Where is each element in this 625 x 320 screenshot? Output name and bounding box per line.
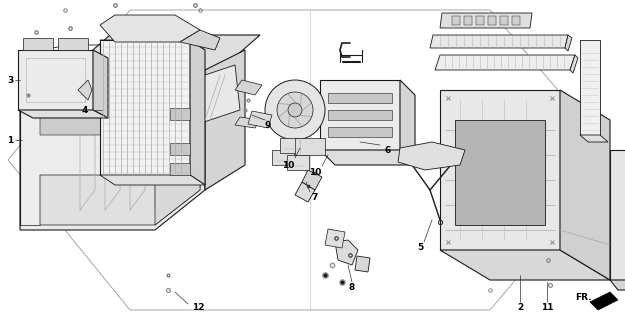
- Polygon shape: [23, 38, 53, 50]
- Polygon shape: [464, 16, 472, 25]
- Polygon shape: [18, 110, 108, 118]
- Polygon shape: [610, 150, 625, 280]
- Polygon shape: [155, 75, 200, 225]
- Polygon shape: [170, 163, 190, 175]
- Circle shape: [288, 103, 302, 117]
- Polygon shape: [320, 150, 415, 165]
- Text: FR.: FR.: [575, 293, 591, 302]
- Circle shape: [265, 80, 325, 140]
- Polygon shape: [170, 143, 190, 155]
- Polygon shape: [398, 142, 465, 170]
- Text: 10: 10: [282, 161, 294, 170]
- Polygon shape: [452, 16, 460, 25]
- Polygon shape: [580, 40, 600, 135]
- Polygon shape: [235, 117, 260, 128]
- Text: 4: 4: [82, 106, 88, 115]
- Polygon shape: [295, 182, 315, 202]
- Polygon shape: [40, 115, 195, 135]
- Polygon shape: [18, 50, 93, 110]
- Polygon shape: [58, 38, 88, 50]
- Polygon shape: [205, 50, 245, 190]
- Text: 5: 5: [417, 244, 423, 252]
- Polygon shape: [100, 40, 190, 175]
- Polygon shape: [400, 80, 415, 165]
- Polygon shape: [455, 120, 545, 225]
- Text: 2: 2: [517, 303, 523, 313]
- Polygon shape: [565, 35, 572, 51]
- Polygon shape: [180, 30, 220, 50]
- Polygon shape: [93, 50, 108, 118]
- Polygon shape: [280, 138, 302, 153]
- Polygon shape: [440, 13, 532, 28]
- Polygon shape: [560, 90, 610, 280]
- Polygon shape: [435, 55, 575, 70]
- Polygon shape: [190, 40, 205, 185]
- Polygon shape: [355, 256, 370, 272]
- Text: 7: 7: [312, 194, 318, 203]
- Polygon shape: [610, 280, 625, 290]
- Polygon shape: [512, 16, 520, 25]
- Text: 8: 8: [349, 284, 355, 292]
- Polygon shape: [287, 155, 309, 170]
- Polygon shape: [325, 229, 345, 248]
- Polygon shape: [8, 10, 617, 310]
- Polygon shape: [302, 170, 322, 190]
- Text: 1: 1: [7, 135, 13, 145]
- Polygon shape: [500, 16, 508, 25]
- Polygon shape: [40, 175, 200, 225]
- Text: 12: 12: [192, 303, 204, 313]
- Circle shape: [277, 92, 313, 128]
- Text: 3: 3: [7, 76, 13, 84]
- Polygon shape: [590, 292, 618, 310]
- Polygon shape: [100, 40, 205, 50]
- Polygon shape: [70, 35, 260, 70]
- Polygon shape: [248, 111, 272, 128]
- Text: 6: 6: [385, 146, 391, 155]
- Polygon shape: [170, 108, 190, 120]
- Polygon shape: [328, 93, 392, 103]
- Polygon shape: [335, 240, 358, 265]
- Polygon shape: [440, 90, 560, 250]
- Polygon shape: [580, 135, 608, 142]
- Polygon shape: [476, 16, 484, 25]
- Polygon shape: [328, 110, 392, 120]
- Polygon shape: [488, 16, 496, 25]
- Polygon shape: [320, 80, 400, 150]
- Polygon shape: [328, 127, 392, 137]
- Polygon shape: [100, 15, 200, 42]
- Polygon shape: [78, 80, 92, 100]
- Polygon shape: [190, 65, 240, 125]
- Polygon shape: [272, 150, 294, 165]
- Polygon shape: [295, 138, 325, 155]
- Polygon shape: [430, 35, 568, 48]
- Polygon shape: [570, 55, 578, 73]
- Polygon shape: [20, 70, 205, 230]
- Polygon shape: [100, 175, 205, 185]
- Polygon shape: [440, 250, 610, 280]
- Polygon shape: [235, 80, 262, 95]
- Text: 11: 11: [541, 303, 553, 313]
- Text: 9: 9: [265, 121, 271, 130]
- Text: 10: 10: [309, 167, 321, 177]
